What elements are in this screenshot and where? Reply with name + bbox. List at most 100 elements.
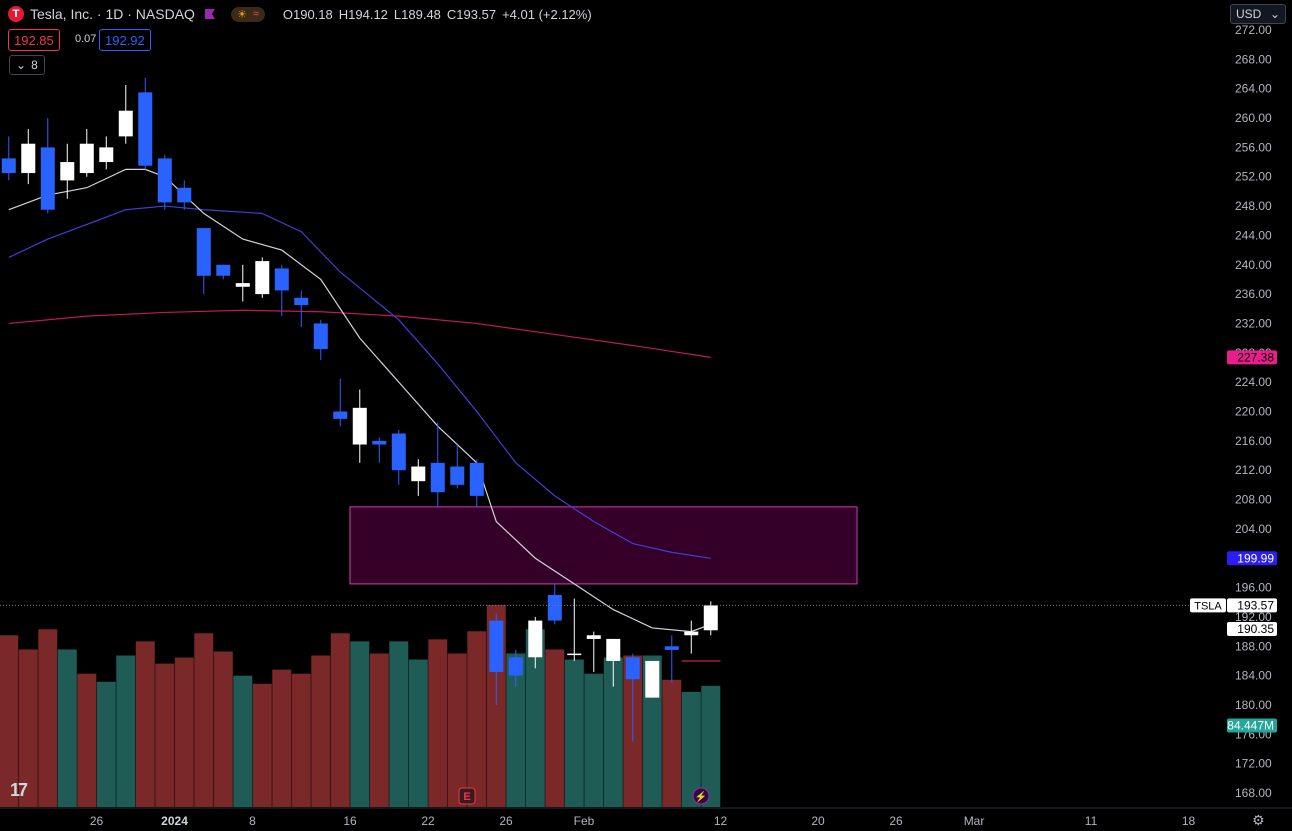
volume-bar bbox=[272, 669, 292, 807]
y-tick-label: 268.00 bbox=[1235, 52, 1272, 66]
candle-body bbox=[313, 323, 328, 350]
ema-short-price-tag-bg bbox=[1227, 622, 1277, 637]
x-tick-label: 12 bbox=[714, 814, 728, 828]
candle-body bbox=[1, 158, 16, 174]
y-tick-label: 216.00 bbox=[1235, 434, 1272, 448]
volume-bar bbox=[681, 691, 701, 807]
tradingview-logo-icon[interactable]: 17 bbox=[10, 780, 28, 800]
volume-bar bbox=[369, 653, 389, 807]
candle-body bbox=[274, 268, 289, 291]
x-tick-label: 2024 bbox=[161, 814, 188, 828]
x-tick-label: Mar bbox=[964, 814, 985, 828]
resistance-zone bbox=[349, 506, 858, 585]
volume-bar bbox=[408, 659, 428, 807]
chevron-down-icon: ⌄ bbox=[16, 58, 27, 72]
y-tick-label: 248.00 bbox=[1235, 199, 1272, 213]
y-tick-label: 240.00 bbox=[1235, 258, 1272, 272]
symbol-tag-bg bbox=[1190, 598, 1226, 613]
y-tick-label: 172.00 bbox=[1235, 757, 1272, 771]
candle-body bbox=[138, 92, 153, 166]
y-tick-label: 264.00 bbox=[1235, 82, 1272, 96]
y-tick-label: 224.00 bbox=[1235, 375, 1272, 389]
x-tick-label: Feb bbox=[574, 814, 595, 828]
sell-price-button[interactable]: 192.85 bbox=[8, 29, 60, 51]
x-tick-label: 22 bbox=[421, 814, 435, 828]
y-tick-label: 252.00 bbox=[1235, 170, 1272, 184]
volume-bar bbox=[545, 649, 565, 807]
volume-bar bbox=[467, 631, 487, 807]
ema-long-price-tag: 227.38 bbox=[1237, 350, 1274, 364]
y-tick-label: 180.00 bbox=[1235, 698, 1272, 712]
candle-body bbox=[606, 638, 621, 661]
earnings-marker: E bbox=[463, 791, 470, 803]
y-tick-label: 272.00 bbox=[1235, 23, 1272, 37]
ema-mid-line bbox=[8, 205, 711, 559]
buy-price-button[interactable]: 192.92 bbox=[99, 29, 151, 51]
sun-icon: ☀ bbox=[236, 8, 247, 21]
candle-body bbox=[703, 605, 718, 631]
candle-body bbox=[645, 660, 660, 698]
ohlc-values: O190.18 H194.12 L189.48 C193.57 +4.01 (+… bbox=[282, 6, 592, 22]
ema-long-price-tag-bg bbox=[1227, 350, 1277, 365]
volume-bar bbox=[77, 673, 97, 807]
volume-bar bbox=[96, 681, 116, 807]
y-tick-label: 236.00 bbox=[1235, 287, 1272, 301]
ema-mid-price-tag: 199.99 bbox=[1237, 551, 1274, 565]
ema-short-line bbox=[8, 168, 711, 633]
volume-bar bbox=[525, 629, 545, 807]
ema-short-price-tag: 190.35 bbox=[1237, 622, 1274, 636]
currency-select[interactable]: USD ⌄ bbox=[1230, 4, 1286, 24]
volume-bar bbox=[291, 673, 311, 807]
volume-bar bbox=[116, 655, 136, 807]
chevron-down-icon: ⌄ bbox=[1269, 7, 1280, 21]
high-value: 194.12 bbox=[348, 6, 388, 22]
volume-bar bbox=[311, 655, 331, 807]
change-value: +4.01 (+2.12%) bbox=[502, 6, 592, 22]
x-tick-label: 26 bbox=[499, 814, 513, 828]
y-tick-label: 204.00 bbox=[1235, 522, 1272, 536]
volume-bar bbox=[662, 679, 682, 807]
candle-body bbox=[430, 462, 445, 493]
y-tick-label: 196.00 bbox=[1235, 581, 1272, 595]
market-status-pill[interactable]: ☀ ≈ bbox=[230, 6, 265, 22]
candle-body bbox=[528, 620, 543, 658]
candle-body bbox=[216, 264, 231, 276]
indicators-toggle-button[interactable]: ⌄ 8 bbox=[9, 55, 45, 75]
candle-body bbox=[21, 143, 36, 174]
candle-body bbox=[177, 187, 192, 203]
volume-bar bbox=[389, 641, 409, 807]
candle-body bbox=[664, 646, 679, 650]
spread-value: 0.07 bbox=[75, 33, 97, 45]
volume-bar bbox=[252, 683, 272, 807]
volume-bar bbox=[603, 657, 623, 807]
volume-value-tag-bg bbox=[1227, 718, 1277, 733]
ema-mid-price-tag-bg bbox=[1227, 551, 1277, 566]
ema-long-line bbox=[8, 309, 711, 358]
tesla-logo-icon: T bbox=[8, 6, 24, 22]
symbol-tag: TSLA bbox=[1194, 600, 1222, 612]
x-tick-label: 8 bbox=[249, 814, 256, 828]
candle-body bbox=[508, 657, 523, 676]
symbol-title[interactable]: Tesla, Inc. · 1D · NASDAQ bbox=[30, 6, 195, 22]
flag-icon[interactable] bbox=[204, 9, 215, 19]
flash-icon: ⚡ bbox=[695, 790, 707, 803]
candle-body bbox=[40, 147, 55, 210]
candle-body bbox=[333, 411, 348, 419]
gear-icon[interactable]: ⚙ bbox=[1252, 812, 1265, 828]
x-tick-label: 26 bbox=[90, 814, 104, 828]
candle-body bbox=[235, 283, 250, 287]
volume-bar bbox=[0, 635, 19, 807]
close-value: 193.57 bbox=[456, 6, 497, 22]
y-tick-label: 188.00 bbox=[1235, 639, 1272, 653]
last-price-tag: 193.57 bbox=[1237, 598, 1274, 612]
volume-bar bbox=[38, 629, 58, 807]
candle-body bbox=[684, 631, 699, 636]
candle-body bbox=[489, 620, 504, 672]
candle-body bbox=[372, 440, 387, 445]
candle-body bbox=[118, 110, 133, 137]
volume-bar bbox=[350, 641, 370, 807]
volume-bar bbox=[564, 659, 584, 807]
candle-body bbox=[60, 162, 75, 181]
candle-body bbox=[294, 297, 309, 306]
